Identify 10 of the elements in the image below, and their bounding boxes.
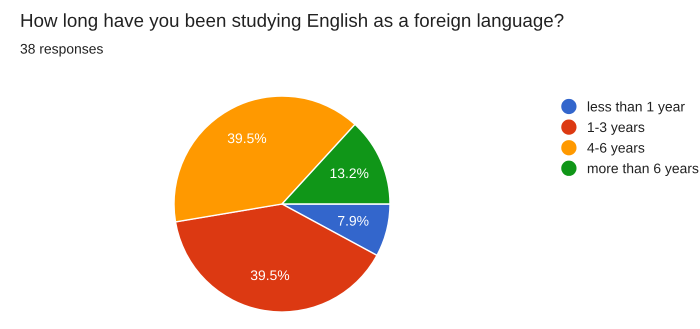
chart-title: How long have you been studying English as a foreign language? xyxy=(22,13,564,31)
text: 38 responses xyxy=(20,44,103,56)
legend-label: more than 6 years xyxy=(588,163,698,176)
data-label: 39.5% xyxy=(250,270,290,280)
legend-label: less than 1 year xyxy=(588,101,685,114)
data-label: 39.5% xyxy=(228,133,266,144)
legend-label: 4-6 years xyxy=(587,142,644,156)
legend-label: 1-3 years xyxy=(588,122,644,135)
data-label: 7.9% xyxy=(338,216,369,226)
data-label: 13.2% xyxy=(330,168,368,178)
